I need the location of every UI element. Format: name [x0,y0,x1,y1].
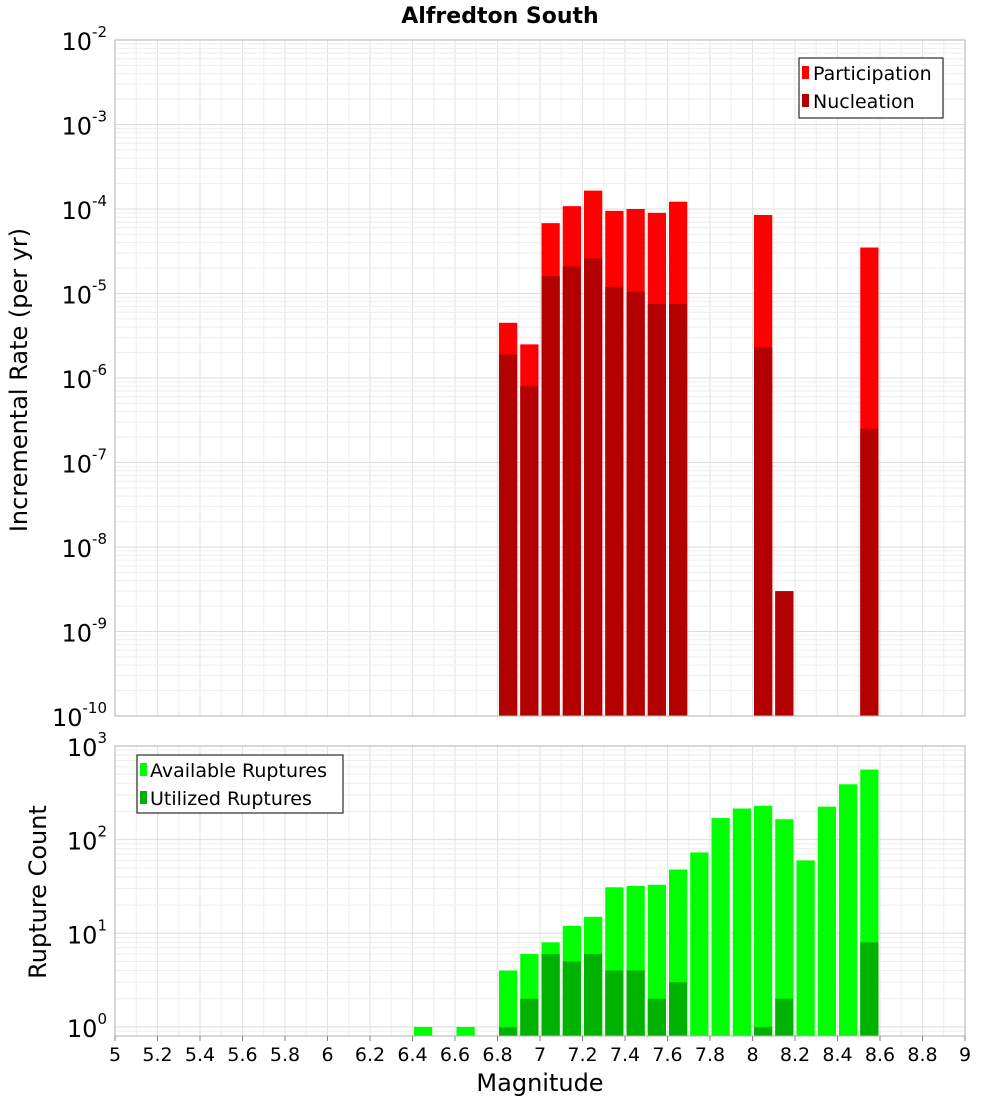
rate-panel: 10-10 10-9 10-8 10-7 10-6 10-5 10-4 10-3 10-2 In… [5,23,966,732]
count-bar-utilized-ruptures [605,970,624,1036]
rate-legend-box [798,57,944,119]
rate-bar-nucleation [584,258,603,716]
x-tick-label: 5.4 [185,1044,215,1066]
rate-y-axis-label: Incremental Rate (per yr) [5,228,33,532]
count-bar-available-ruptures [647,884,666,1036]
rate-bar-nucleation [775,591,794,716]
count-bar-utilized-ruptures [626,970,645,1036]
x-tick-label: 9 [959,1044,971,1066]
rate-bars [499,190,879,716]
magnitude-x-axis-label: Magnitude [476,1069,603,1097]
x-tick-label: 8.6 [865,1044,895,1066]
count-bar-available-ruptures [839,784,858,1036]
count-bar-utilized-ruptures [860,942,879,1036]
count-bar-utilized-ruptures [499,1026,518,1036]
rate-y-tick-label: 10-5 [61,277,107,310]
x-tick-label: 7.4 [610,1044,640,1066]
x-tick-label: 6 [321,1044,333,1066]
participation-legend-label: Participation [813,63,932,85]
x-tick-label: 5.8 [270,1044,300,1066]
x-tick-label: 6.4 [397,1044,427,1066]
x-tick-label: 5 [109,1044,121,1066]
x-tick-label: 8.2 [780,1044,810,1066]
count-bar-utilized-ruptures [754,1026,773,1036]
count-bar-available-ruptures [817,806,836,1036]
rate-y-tick-label: 10-10 [52,699,107,732]
x-tick-label: 8.4 [822,1044,852,1066]
count-y-ticks: 100 101 102 103 [67,729,107,1043]
rate-y-tick-label: 10-3 [61,108,107,141]
count-bar-utilized-ruptures [541,954,560,1036]
count-bar-utilized-ruptures [669,982,688,1036]
x-tick-label: 8.8 [907,1044,937,1066]
count-bar-available-ruptures [775,819,794,1036]
nucleation-legend-swatch [802,94,809,107]
count-bar-utilized-ruptures [562,961,581,1036]
utilized-legend-swatch [140,791,147,804]
count-bar-available-ruptures [711,818,730,1036]
x-tick-label: 6.6 [440,1044,470,1066]
rate-y-tick-label: 10-4 [61,192,107,225]
x-tick-label: 7.2 [567,1044,597,1066]
x-tick-label: 8 [746,1044,758,1066]
rate-grid [114,39,966,717]
available-legend-swatch [140,763,147,776]
x-tick-label: 7.8 [695,1044,725,1066]
utilized-legend-label: Utilized Ruptures [150,788,312,810]
count-bar-available-ruptures [456,1026,475,1036]
count-bars [414,769,879,1036]
count-bar-utilized-ruptures [584,954,603,1036]
count-y-tick-label: 102 [67,823,107,856]
count-y-tick-label: 101 [67,916,107,949]
rate-bar-nucleation [669,304,688,716]
rate-y-tick-label: 10-2 [61,23,107,56]
count-y-axis-label: Rupture Count [24,805,52,979]
rate-bar-nucleation [520,386,539,716]
count-legend-box [136,754,344,814]
count-bar-available-ruptures [414,1026,433,1036]
x-tick-label: 7.6 [652,1044,682,1066]
rate-y-tick-label: 10-9 [61,615,107,648]
count-bar-available-ruptures [754,805,773,1036]
available-legend-label: Available Ruptures [150,760,327,782]
rate-bar-nucleation [499,354,518,716]
count-bar-available-ruptures [732,808,751,1036]
rate-y-ticks: 10-10 10-9 10-8 10-7 10-6 10-5 10-4 10-3 10-2 [52,23,107,732]
x-tick-label: 5.6 [227,1044,257,1066]
count-bar-available-ruptures [499,970,518,1036]
count-bar-utilized-ruptures [775,998,794,1036]
rate-bar-nucleation [647,304,666,716]
count-bar-utilized-ruptures [647,998,666,1036]
rate-bar-nucleation [605,286,624,716]
rate-bar-nucleation [541,276,560,716]
count-bar-utilized-ruptures [520,998,539,1036]
participation-legend-swatch [802,66,809,79]
x-tick-label: 5.2 [142,1044,172,1066]
x-tick-label: 6.8 [482,1044,512,1066]
count-y-tick-label: 100 [67,1010,107,1043]
rate-bar-nucleation [562,266,581,716]
count-y-tick-label: 103 [67,729,107,762]
rate-y-tick-label: 10-7 [61,446,107,479]
rate-bar-nucleation [626,291,645,716]
chart-title: Alfredton South [401,4,598,29]
count-panel: 100 101 102 103 5 5.2 5.4 5.6 5.8 6 6.2 6.4 6.6 6.8 7… [24,729,971,1097]
x-tick-label: 6.2 [355,1044,385,1066]
rate-y-tick-label: 10-8 [61,530,107,563]
rate-legend: Participation Nucleation [798,57,944,119]
nucleation-legend-label: Nucleation [813,91,915,113]
rate-plot-frame [114,39,966,717]
x-tick-label: 7 [534,1044,546,1066]
rate-bar-nucleation [754,347,773,716]
count-legend: Available Ruptures Utilized Ruptures [136,754,344,814]
count-bar-available-ruptures [796,860,815,1036]
rate-y-tick-label: 10-6 [61,361,107,394]
count-bar-available-ruptures [690,852,709,1036]
rate-bar-nucleation [860,428,879,716]
magnitude-x-ticks: 5 5.2 5.4 5.6 5.8 6 6.2 6.4 6.6 6.8 7 7.2 7.4 7.6 7.8 8… [109,1036,971,1066]
